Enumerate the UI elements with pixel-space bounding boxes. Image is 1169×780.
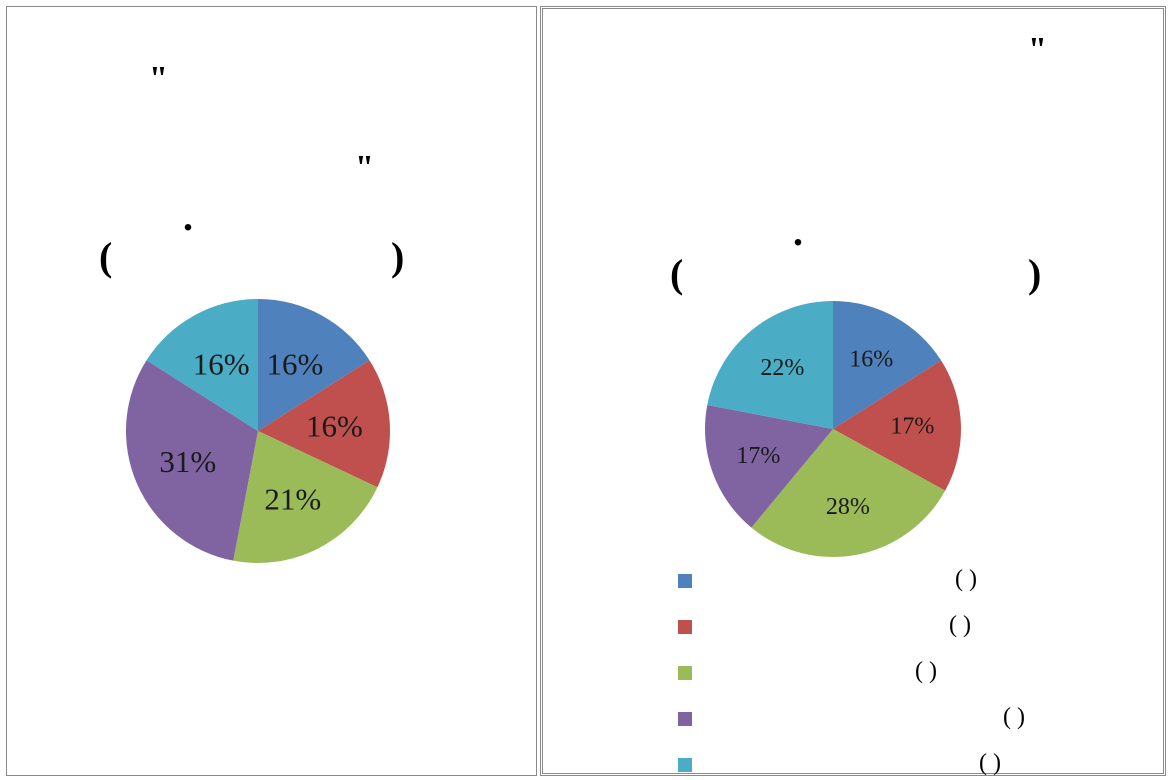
legend-swatch — [678, 620, 692, 634]
legend-paren: ( ) — [1003, 704, 1025, 730]
pie-slice — [125, 360, 259, 561]
legend-item: ( ) — [543, 612, 1143, 642]
pie-slice-label: 16% — [193, 346, 250, 381]
pie-slice — [258, 299, 370, 431]
legend-item: ( ) — [543, 704, 1143, 734]
left-quote-open: " — [149, 60, 168, 97]
legend-swatch — [678, 758, 692, 772]
pie-slice-label: 16% — [306, 409, 363, 444]
pie-slice-label: 17% — [890, 414, 934, 440]
left-pie-chart: 16% 16% 21% 31% 16% — [125, 299, 390, 563]
pie-slice — [233, 431, 378, 563]
legend-item: ( ) — [543, 658, 1143, 688]
left-paren-open: ( — [99, 234, 113, 279]
pie-slice-label: 21% — [264, 482, 321, 517]
right-panel: " . ( ) 16% 17% 28% 17% 22% ( ) ( ) ( ) ( ) … — [540, 6, 1166, 776]
pie-slice — [833, 360, 961, 491]
left-quote-close: " — [355, 149, 374, 186]
right-paren-open: ( — [670, 251, 684, 296]
pie-slice — [705, 405, 833, 528]
legend-swatch — [678, 712, 692, 726]
pie-slice — [751, 429, 946, 557]
left-period: . — [183, 194, 193, 239]
right-pie-chart: 16% 17% 28% 17% 22% — [705, 301, 961, 557]
pie-slice — [258, 360, 390, 488]
pie-slice-label: 16% — [849, 346, 893, 372]
pie-slice — [707, 301, 833, 429]
legend-paren: ( ) — [949, 612, 971, 638]
legend-swatch — [678, 666, 692, 680]
pie-slice-label: 28% — [826, 494, 870, 520]
pie-slice — [833, 301, 942, 429]
legend-paren: ( ) — [979, 750, 1001, 776]
legend-item: ( ) — [543, 566, 1143, 596]
pie-slice-label: 22% — [760, 355, 804, 381]
left-paren-close: ) — [391, 234, 405, 279]
pie-slice-label: 31% — [159, 444, 216, 479]
pie-slice-label: 16% — [266, 346, 323, 381]
right-quote: " — [1028, 31, 1047, 68]
pie-slice — [146, 299, 258, 431]
legend-item: ( ) — [543, 750, 1143, 780]
pie-slice-label: 17% — [736, 443, 780, 469]
right-period: . — [793, 209, 803, 254]
legend-paren: ( ) — [915, 658, 937, 684]
legend-swatch — [678, 574, 692, 588]
right-paren-close: ) — [1028, 251, 1042, 296]
legend-paren: ( ) — [955, 566, 977, 592]
left-panel: " " . ( ) 16% 16% 21% 31% 16% — [6, 6, 537, 776]
